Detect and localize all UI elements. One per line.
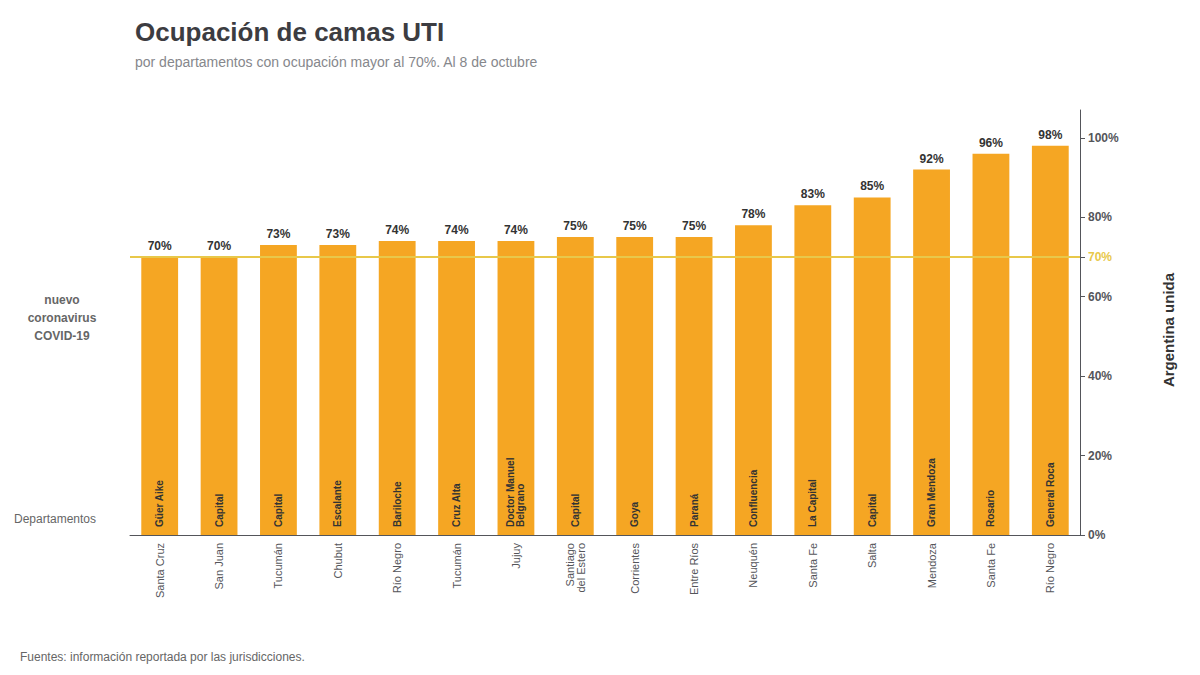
svg-text:Corrientes: Corrientes [629,543,641,594]
svg-text:Bariloche: Bariloche [392,481,403,527]
svg-text:40%: 40% [1088,369,1112,383]
svg-text:Entre Ríos: Entre Ríos [688,543,700,595]
svg-text:Chubut: Chubut [332,543,344,578]
svg-text:Goya: Goya [629,502,640,527]
svg-text:74%: 74% [385,223,409,237]
svg-text:Fuentes: información reportada: Fuentes: información reportada por las j… [20,650,305,664]
svg-text:85%: 85% [860,179,884,193]
svg-text:Río Negro: Río Negro [1044,543,1056,593]
svg-text:70%: 70% [207,239,231,253]
svg-text:Güer Aike: Güer Aike [154,480,165,527]
svg-text:Mendoza: Mendoza [926,542,938,588]
svg-text:83%: 83% [801,187,825,201]
svg-text:General Roca: General Roca [1045,462,1056,527]
svg-text:60%: 60% [1088,290,1112,304]
svg-text:Río Negro: Río Negro [391,543,403,593]
svg-text:Capital: Capital [570,493,581,527]
svg-text:Rosario: Rosario [985,490,996,527]
svg-text:70%: 70% [1088,250,1112,264]
svg-text:74%: 74% [504,223,528,237]
svg-text:80%: 80% [1088,210,1112,224]
svg-text:Gran Mendoza: Gran Mendoza [926,458,937,527]
svg-text:coronavirus: coronavirus [28,311,97,325]
svg-text:78%: 78% [741,207,765,221]
svg-text:20%: 20% [1088,449,1112,463]
svg-text:Santiago: Santiago [563,543,576,587]
svg-text:nuevo: nuevo [44,293,79,307]
svg-text:La Capital: La Capital [807,479,818,527]
svg-text:Jujuy: Jujuy [510,543,522,569]
svg-text:92%: 92% [920,152,944,166]
svg-text:70%: 70% [148,239,172,253]
svg-text:Doctor Manuel: Doctor Manuel [505,457,517,527]
svg-text:Ocupación de camas UTI: Ocupación de camas UTI [135,17,444,47]
svg-text:Argentina unida: Argentina unida [1160,272,1177,387]
svg-text:Neuquén: Neuquén [747,543,759,588]
svg-text:Departamentos: Departamentos [14,512,96,526]
svg-text:73%: 73% [326,227,350,241]
svg-text:Salta: Salta [866,542,878,568]
svg-text:75%: 75% [623,219,647,233]
svg-text:Santa Fe: Santa Fe [985,543,997,588]
svg-text:75%: 75% [563,219,587,233]
svg-text:Capital: Capital [273,493,284,527]
svg-text:73%: 73% [266,227,290,241]
svg-text:Confluencia: Confluencia [748,469,759,527]
svg-text:Tucumán: Tucumán [451,543,463,588]
svg-text:COVID-19: COVID-19 [34,329,90,343]
svg-text:San Juan: San Juan [213,543,225,589]
svg-text:Capital: Capital [867,493,878,527]
svg-text:por departamentos con ocupació: por departamentos con ocupación mayor al… [135,54,538,70]
svg-text:98%: 98% [1038,128,1062,142]
svg-text:del Estero: del Estero [575,543,587,593]
svg-text:Tucumán: Tucumán [272,543,284,588]
svg-text:Belgrano: Belgrano [515,484,526,527]
svg-text:Santa Fe: Santa Fe [807,543,819,588]
svg-text:Capital: Capital [214,493,225,527]
svg-text:100%: 100% [1088,131,1119,145]
svg-text:74%: 74% [445,223,469,237]
svg-text:96%: 96% [979,136,1003,150]
svg-text:Paraná: Paraná [689,493,700,527]
svg-text:Cruz Alta: Cruz Alta [451,483,462,527]
svg-text:Santa Cruz: Santa Cruz [154,543,166,598]
svg-text:0%: 0% [1088,528,1106,542]
svg-text:Escalante: Escalante [332,480,343,527]
svg-text:75%: 75% [682,219,706,233]
